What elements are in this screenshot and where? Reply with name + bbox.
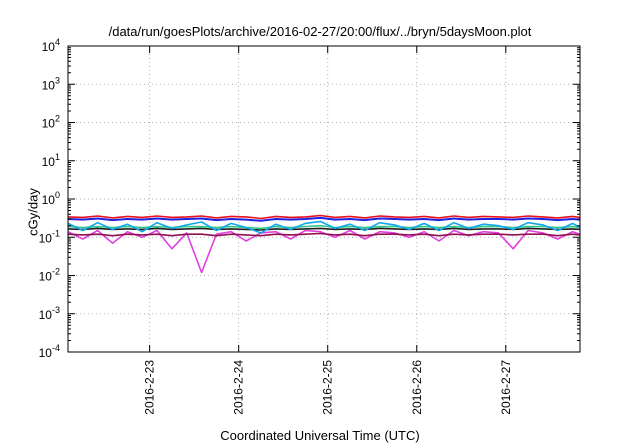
series-line (67, 216, 581, 222)
x-tick-label: 2016-2-23 (143, 360, 157, 415)
y-tick-label: 103 (42, 75, 60, 92)
y-tick-label: 10-3 (39, 305, 60, 322)
series-line (67, 220, 581, 234)
y-tick-label: 10-1 (39, 228, 60, 245)
grid (68, 46, 580, 352)
x-axis: 2016-2-23 2016-2-24 2016-2-25 2016-2-26 2016… (143, 46, 513, 415)
y-tick-label: 101 (42, 152, 60, 169)
y-tick-label: 10-4 (39, 343, 60, 360)
series-line (67, 214, 581, 220)
y-tick-label: 104 (42, 37, 60, 54)
y-tick-label: 102 (42, 114, 60, 131)
y-tick-label: 10-2 (39, 267, 60, 284)
x-tick-label: 2016-2-24 (232, 360, 246, 415)
chart-title: /data/run/goesPlots/archive/2016-02-27/2… (108, 24, 532, 39)
x-tick-label: 2016-2-26 (410, 360, 424, 415)
x-tick-label: 2016-2-27 (499, 360, 513, 415)
x-axis-label: Coordinated Universal Time (UTC) (220, 428, 420, 443)
series-group (67, 214, 581, 274)
y-axis: 10-4 10-3 10-2 10-1 100 101 102 103 104 (39, 37, 580, 360)
x-tick-label: 2016-2-25 (321, 360, 335, 415)
y-tick-label: 100 (42, 190, 60, 207)
series-line (67, 232, 581, 237)
series-line (67, 227, 581, 231)
